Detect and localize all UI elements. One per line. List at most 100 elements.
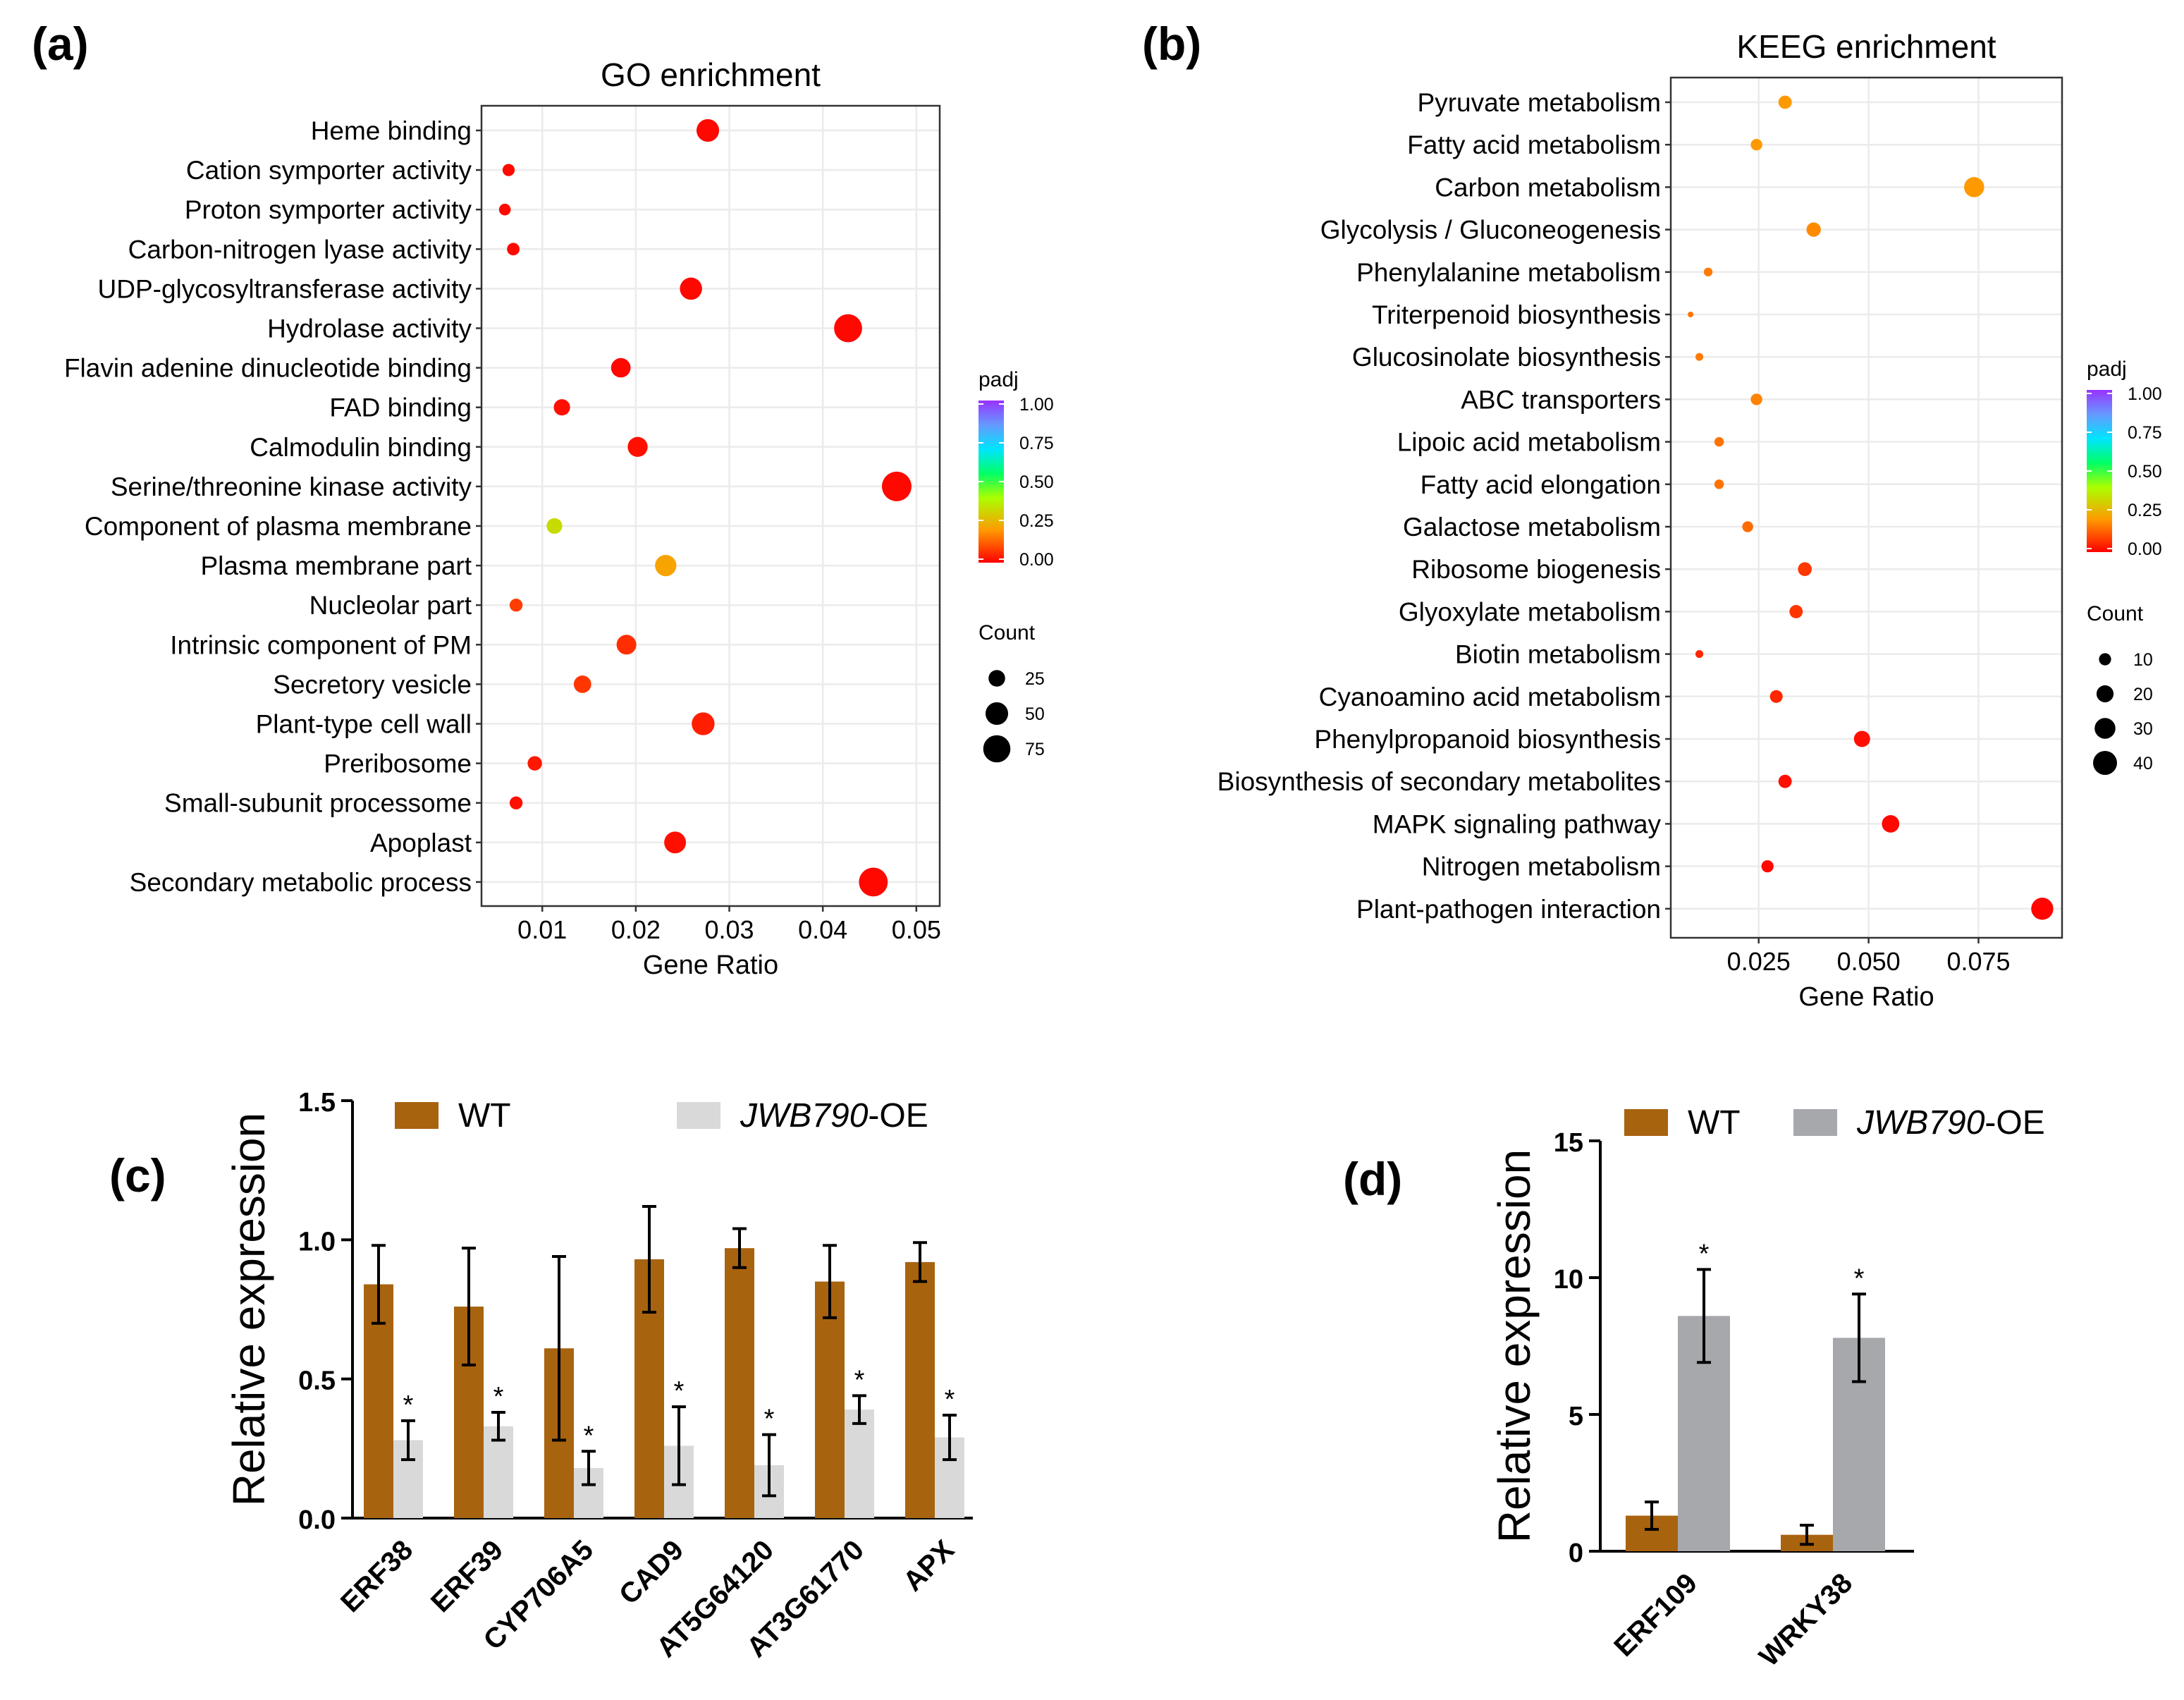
bubble-point xyxy=(498,203,511,216)
x-tick-label: 0.050 xyxy=(1837,947,1901,976)
y-tick-label: Small-subunit processome xyxy=(164,789,472,818)
y-tick-label: Hydrolase activity xyxy=(267,314,472,343)
y-tick-label: Ribosome biogenesis xyxy=(1411,555,1661,584)
bubble-point xyxy=(509,599,523,612)
y-tick-label: Nucleolar part xyxy=(309,591,472,620)
y-tick-label: Plant-type cell wall xyxy=(256,710,472,739)
x-tick-label: ERF39 xyxy=(425,1534,509,1618)
x-tick-label: APX xyxy=(897,1534,960,1597)
bubble-point xyxy=(859,867,888,897)
y-tick-label: Cation symporter activity xyxy=(186,156,472,185)
y-tick-label: 15 xyxy=(1554,1128,1583,1158)
bubble-point xyxy=(573,675,591,693)
y-tick-label: Plant-pathogen interaction xyxy=(1356,895,1661,924)
x-tick-label: 0.04 xyxy=(798,915,847,944)
y-tick-label: FAD binding xyxy=(329,393,472,422)
colorbar-tick-label: 0.00 xyxy=(2128,539,2162,559)
y-tick-label: UDP-glycosyltransferase activity xyxy=(98,274,472,303)
x-tick-label: CAD9 xyxy=(613,1534,689,1610)
size-legend-dot xyxy=(983,735,1011,763)
legend-label-suffix: -OE xyxy=(868,1097,928,1135)
panel-tag-b: (b) xyxy=(1142,18,1201,70)
panel-tag-a: (a) xyxy=(32,18,89,70)
colorbar-tick-label: 0.50 xyxy=(2128,462,2162,482)
y-tick-label: Biotin metabolism xyxy=(1455,640,1661,669)
y-axis-label: Relative expression xyxy=(1489,1149,1540,1543)
size-legend-dot xyxy=(988,670,1005,687)
x-axis-label: Gene Ratio xyxy=(1798,982,1934,1012)
legend-swatch-wt xyxy=(395,1102,438,1129)
panel-tag-c: (c) xyxy=(109,1149,166,1201)
colorbar-tick-label: 0.50 xyxy=(1019,472,1054,492)
bubble-point xyxy=(553,399,570,416)
size-legend-dot xyxy=(985,702,1009,726)
bubble-point xyxy=(627,436,648,457)
bubble-point xyxy=(2031,898,2054,920)
kegg-enrichment-chart: KEEG enrichment Pyruvate metabolism Fatty … xyxy=(1217,28,2162,1012)
plot-frame xyxy=(480,104,941,907)
x-tick-label: 0.025 xyxy=(1727,947,1791,976)
significance-star: * xyxy=(493,1382,504,1412)
y-tick-label: Preribosome xyxy=(324,750,472,778)
legend-label-suffix: -OE xyxy=(1984,1104,2044,1142)
size-legend-label: 50 xyxy=(1025,704,1045,724)
bubble-point xyxy=(1714,479,1724,489)
legend-size-title: Count xyxy=(978,621,1036,644)
bubble-point xyxy=(502,164,515,176)
significance-star: * xyxy=(674,1376,685,1406)
bubble-point xyxy=(1761,860,1774,873)
y-tick-label: 10 xyxy=(1554,1265,1583,1295)
bubble-point xyxy=(1695,353,1704,361)
legend-swatch-wt xyxy=(1624,1109,1668,1136)
legend-label-italic: JWB790 xyxy=(740,1097,869,1135)
y-tick-label: 1.5 xyxy=(298,1088,336,1118)
y-tick-label: Galactose metabolism xyxy=(1403,513,1661,542)
y-tick-label: Triterpenoid biosynthesis xyxy=(1372,300,1661,329)
legend-color-title: padj xyxy=(2087,357,2127,381)
x-tick-label: ERF109 xyxy=(1608,1567,1703,1663)
chart-title: GO enrichment xyxy=(601,56,821,93)
bubble-point xyxy=(546,518,563,534)
go-enrichment-chart: GO enrichment Heme binding Cation symporte… xyxy=(64,56,1054,980)
y-tick-label: Lipoic acid metabolism xyxy=(1397,428,1661,457)
x-tick-label: WRKY38 xyxy=(1753,1567,1858,1673)
y-tick-label: 1.0 xyxy=(298,1227,336,1256)
y-tick-label: Intrinsic component of PM xyxy=(170,630,472,659)
bubble-point xyxy=(507,243,520,256)
bubble-point xyxy=(664,831,687,854)
bubble-point xyxy=(611,357,631,378)
y-tick-label: 5 xyxy=(1569,1402,1583,1431)
significance-star: * xyxy=(945,1385,955,1414)
size-legend-label: 25 xyxy=(1025,669,1045,689)
y-tick-label: Component of plasma membrane xyxy=(85,512,472,541)
bubble-point xyxy=(1789,604,1803,618)
y-tick-label: Flavin adenine dinucleotide binding xyxy=(64,354,472,383)
significance-star: * xyxy=(403,1390,414,1420)
x-tick-label: 0.01 xyxy=(517,915,567,944)
y-tick-label: Carbon metabolism xyxy=(1435,173,1661,202)
significance-star: * xyxy=(854,1365,865,1395)
bar-wt xyxy=(905,1261,935,1518)
panel-tag-d: (d) xyxy=(1343,1153,1402,1205)
y-tick-label: Cyanoamino acid metabolism xyxy=(1319,683,1661,711)
bubble-point xyxy=(1688,312,1694,317)
bubble-point xyxy=(1703,267,1713,276)
significance-star: * xyxy=(584,1421,594,1450)
colorbar-tick-label: 1.00 xyxy=(2128,384,2162,404)
expression-bar-chart-d: 0 5 10 15 Relative expression * ERF109 * WRKY38 W… xyxy=(1489,1104,2045,1673)
bubble-point xyxy=(527,756,542,771)
y-tick-label: Glyoxylate metabolism xyxy=(1399,597,1661,626)
legend-size-title: Count xyxy=(2087,602,2144,625)
colorbar-tick-label: 1.00 xyxy=(1019,395,1054,415)
size-legend-dot xyxy=(2093,751,2117,775)
y-tick-label: Glucosinolate biosynthesis xyxy=(1352,343,1661,372)
expression-bar-chart-c: 0.0 0.5 1.0 1.5 Relative expression * ERF38 * ER… xyxy=(223,1088,973,1663)
bar-wt xyxy=(815,1281,845,1518)
bubble-point xyxy=(692,712,715,735)
y-tick-label: 0.5 xyxy=(298,1366,336,1396)
y-tick-label: ABC transporters xyxy=(1461,385,1661,414)
bubble-point xyxy=(1853,730,1870,747)
bubble-point xyxy=(1695,650,1704,659)
bubble-point xyxy=(1882,815,1900,833)
y-tick-label: Glycolysis / Gluconeogenesis xyxy=(1320,216,1661,245)
